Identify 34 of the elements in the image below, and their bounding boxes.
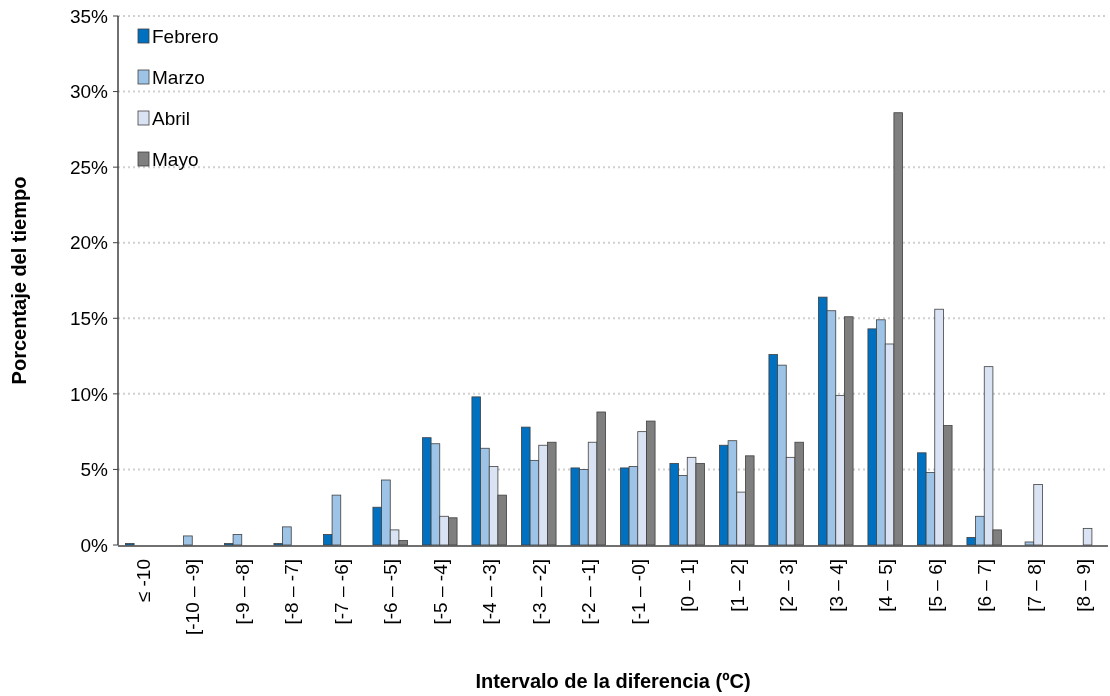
- x-tick-label: [-4 – -3]: [479, 559, 501, 625]
- x-tick-label: [2 – 3]: [776, 559, 798, 612]
- x-tick-label: [-10 – -9]: [182, 559, 204, 636]
- x-tick-label: [8 – 9]: [1073, 559, 1095, 612]
- x-tick-label: [5 – 6]: [924, 559, 946, 612]
- x-tick-label: ≤ -10: [132, 559, 154, 603]
- x-tick-label: [0 – 1]: [677, 559, 699, 612]
- y-tick-label: 35%: [69, 5, 109, 27]
- y-tick-label: 30%: [69, 81, 109, 103]
- y-tick-label: 15%: [69, 307, 109, 329]
- x-tick-label: [4 – 5]: [875, 559, 897, 612]
- y-tick-label: 20%: [69, 232, 109, 254]
- x-tick-label: [7 – 8]: [1023, 559, 1045, 612]
- x-tick-label: [-7 – -6]: [330, 559, 352, 625]
- x-tick-label: [3 – 4]: [825, 559, 847, 612]
- y-tick-label: 10%: [69, 383, 109, 405]
- x-tick-label: [1 – 2]: [726, 559, 748, 612]
- y-tick-label: 0%: [80, 534, 109, 556]
- legend-label: Febrero: [152, 25, 219, 47]
- legend-label: Abril: [152, 107, 191, 129]
- legend-label: Marzo: [152, 66, 205, 88]
- x-tick-label: [-6 – -5]: [380, 559, 402, 625]
- x-tick-label: [-8 – -7]: [281, 559, 303, 625]
- x-tick-label: [6 – 7]: [974, 559, 996, 612]
- x-tick-label: [-5 – -4]: [429, 559, 451, 625]
- y-tick-label: 5%: [80, 459, 109, 481]
- x-tick-label: [-2 – -1]: [578, 559, 600, 625]
- y-tick-label: 25%: [69, 156, 109, 178]
- x-axis-title: Intervalo de la diferencia (ºC): [475, 670, 751, 692]
- y-axis-title: Porcentaje del tiempo: [8, 176, 30, 385]
- x-tick-label: [-3 – -2]: [528, 559, 550, 625]
- legend-label: Mayo: [152, 148, 199, 170]
- x-tick-label: [-1 – -0]: [627, 559, 649, 625]
- x-tick-label: [-9 – -8]: [231, 559, 253, 625]
